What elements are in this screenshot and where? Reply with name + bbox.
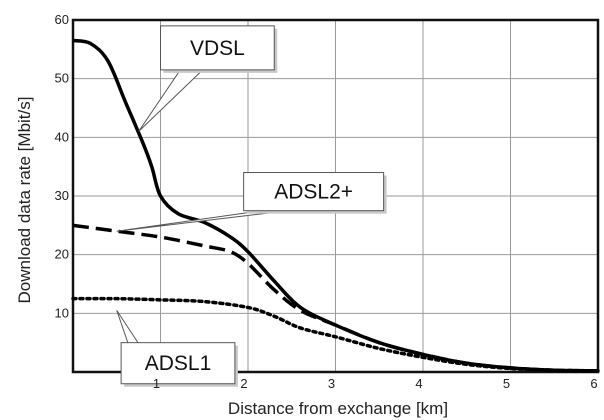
- callout-label: ADSL1: [145, 352, 212, 375]
- y-tick-label: 40: [55, 129, 69, 144]
- callout-adsl2-: ADSL2+: [116, 172, 387, 232]
- y-tick-label: 30: [55, 188, 69, 203]
- y-axis-title: Download data rate [Mbit/s]: [15, 97, 34, 304]
- callout-layer: VDSL ADSL2+ ADSL1: [116, 25, 387, 387]
- x-axis-title: Distance from exchange [km]: [228, 399, 448, 418]
- callout-box: [120, 342, 236, 385]
- callout-box: [243, 172, 385, 212]
- x-tick-label: 5: [503, 376, 510, 391]
- x-tick-label: 4: [415, 376, 422, 391]
- callout-box: [160, 25, 275, 71]
- y-tick-label: 50: [55, 71, 69, 86]
- y-tick-label: 20: [55, 247, 69, 262]
- x-tick-label: 2: [240, 376, 247, 391]
- x-tick-label: 6: [590, 376, 597, 391]
- series-layer: [71, 38, 600, 373]
- plot-frame: [71, 18, 600, 374]
- series-line-adsl1: [71, 296, 600, 373]
- callout-label: ADSL2+: [274, 181, 353, 204]
- callout-vdsl: VDSL: [138, 25, 278, 132]
- y-tick-label: 10: [55, 305, 69, 320]
- callout-adsl1: ADSL1: [116, 310, 238, 387]
- callout-label: VDSL: [190, 37, 245, 60]
- x-tick-label: 3: [328, 376, 335, 391]
- y-tick-labels: 10 20 30 40 50 60: [55, 12, 69, 320]
- x-tick-label: 1: [153, 376, 160, 391]
- y-tick-label: 60: [55, 12, 69, 27]
- x-tick-labels: 1 2 3 4 5 6: [153, 376, 598, 391]
- series-line-adsl2-: [72, 223, 599, 373]
